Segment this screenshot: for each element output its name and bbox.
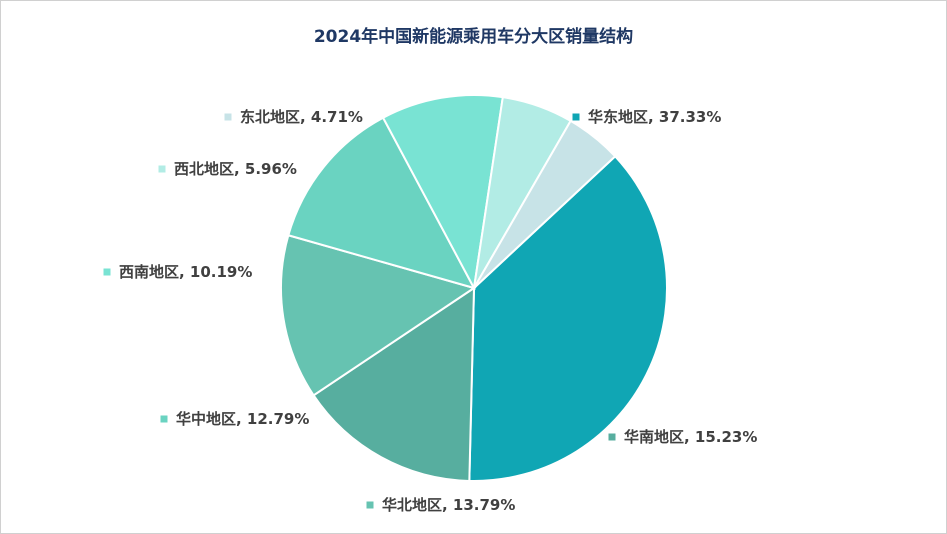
pie-slice-7 (473, 119, 617, 289)
pie-slice-5 (381, 94, 504, 292)
label-marker-1 (572, 113, 580, 121)
pie-slice-1 (468, 154, 668, 482)
label-marker-3 (366, 501, 374, 509)
label-marker-4 (160, 415, 168, 423)
data-label-7: 东北地区, 4.71% (240, 108, 363, 126)
label-marker-6 (158, 165, 166, 173)
data-label-3: 华北地区, 13.79% (382, 496, 515, 514)
data-label-4: 华中地区, 12.79% (176, 410, 309, 428)
data-label-2: 华南地区, 15.23% (624, 428, 757, 446)
chart-title: 2024年中国新能源乘用车分大区销量结构 (313, 27, 634, 47)
data-label-6: 西北地区, 5.96% (174, 160, 297, 178)
pie-slice-2 (312, 286, 476, 482)
label-marker-2 (608, 433, 616, 441)
data-label-5: 西南地区, 10.19% (119, 263, 252, 281)
label-marker-5 (103, 268, 111, 276)
label-marker-7 (224, 113, 232, 121)
pie-slice-4 (287, 116, 476, 290)
data-label-1: 华东地区, 37.33% (588, 108, 721, 126)
